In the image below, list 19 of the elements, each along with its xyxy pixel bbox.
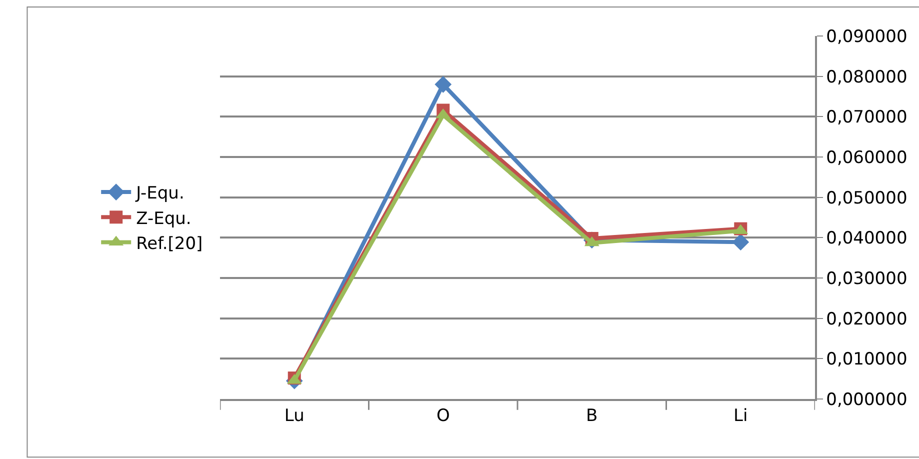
y-tick-label: 0,020000 (826, 309, 908, 330)
y-tick-label: 0,030000 (826, 268, 908, 289)
x-tick-label: Li (734, 406, 748, 426)
y-tick-label: 0,080000 (826, 67, 908, 88)
legend-label: Z-Equ. (136, 208, 192, 229)
y-tick-label: 0,060000 (826, 148, 908, 168)
y-tick-label: 0,050000 (826, 188, 908, 208)
x-tick-label: B (586, 406, 598, 426)
y-tick-label: 0,040000 (826, 228, 908, 249)
y-tick-label: 0,070000 (826, 108, 908, 128)
point (434, 76, 452, 93)
legend-label: J-Equ. (135, 184, 184, 204)
y-tick-label: 0,000000 (826, 390, 908, 410)
point (732, 234, 750, 251)
x-tick-label: Lu (284, 406, 304, 426)
y-tick-label: 0,090000 (826, 26, 908, 47)
x-tick-label: O (436, 406, 450, 426)
y-tick-label: 0,010000 (826, 350, 908, 370)
legend-label: Ref.[20] (136, 234, 203, 254)
